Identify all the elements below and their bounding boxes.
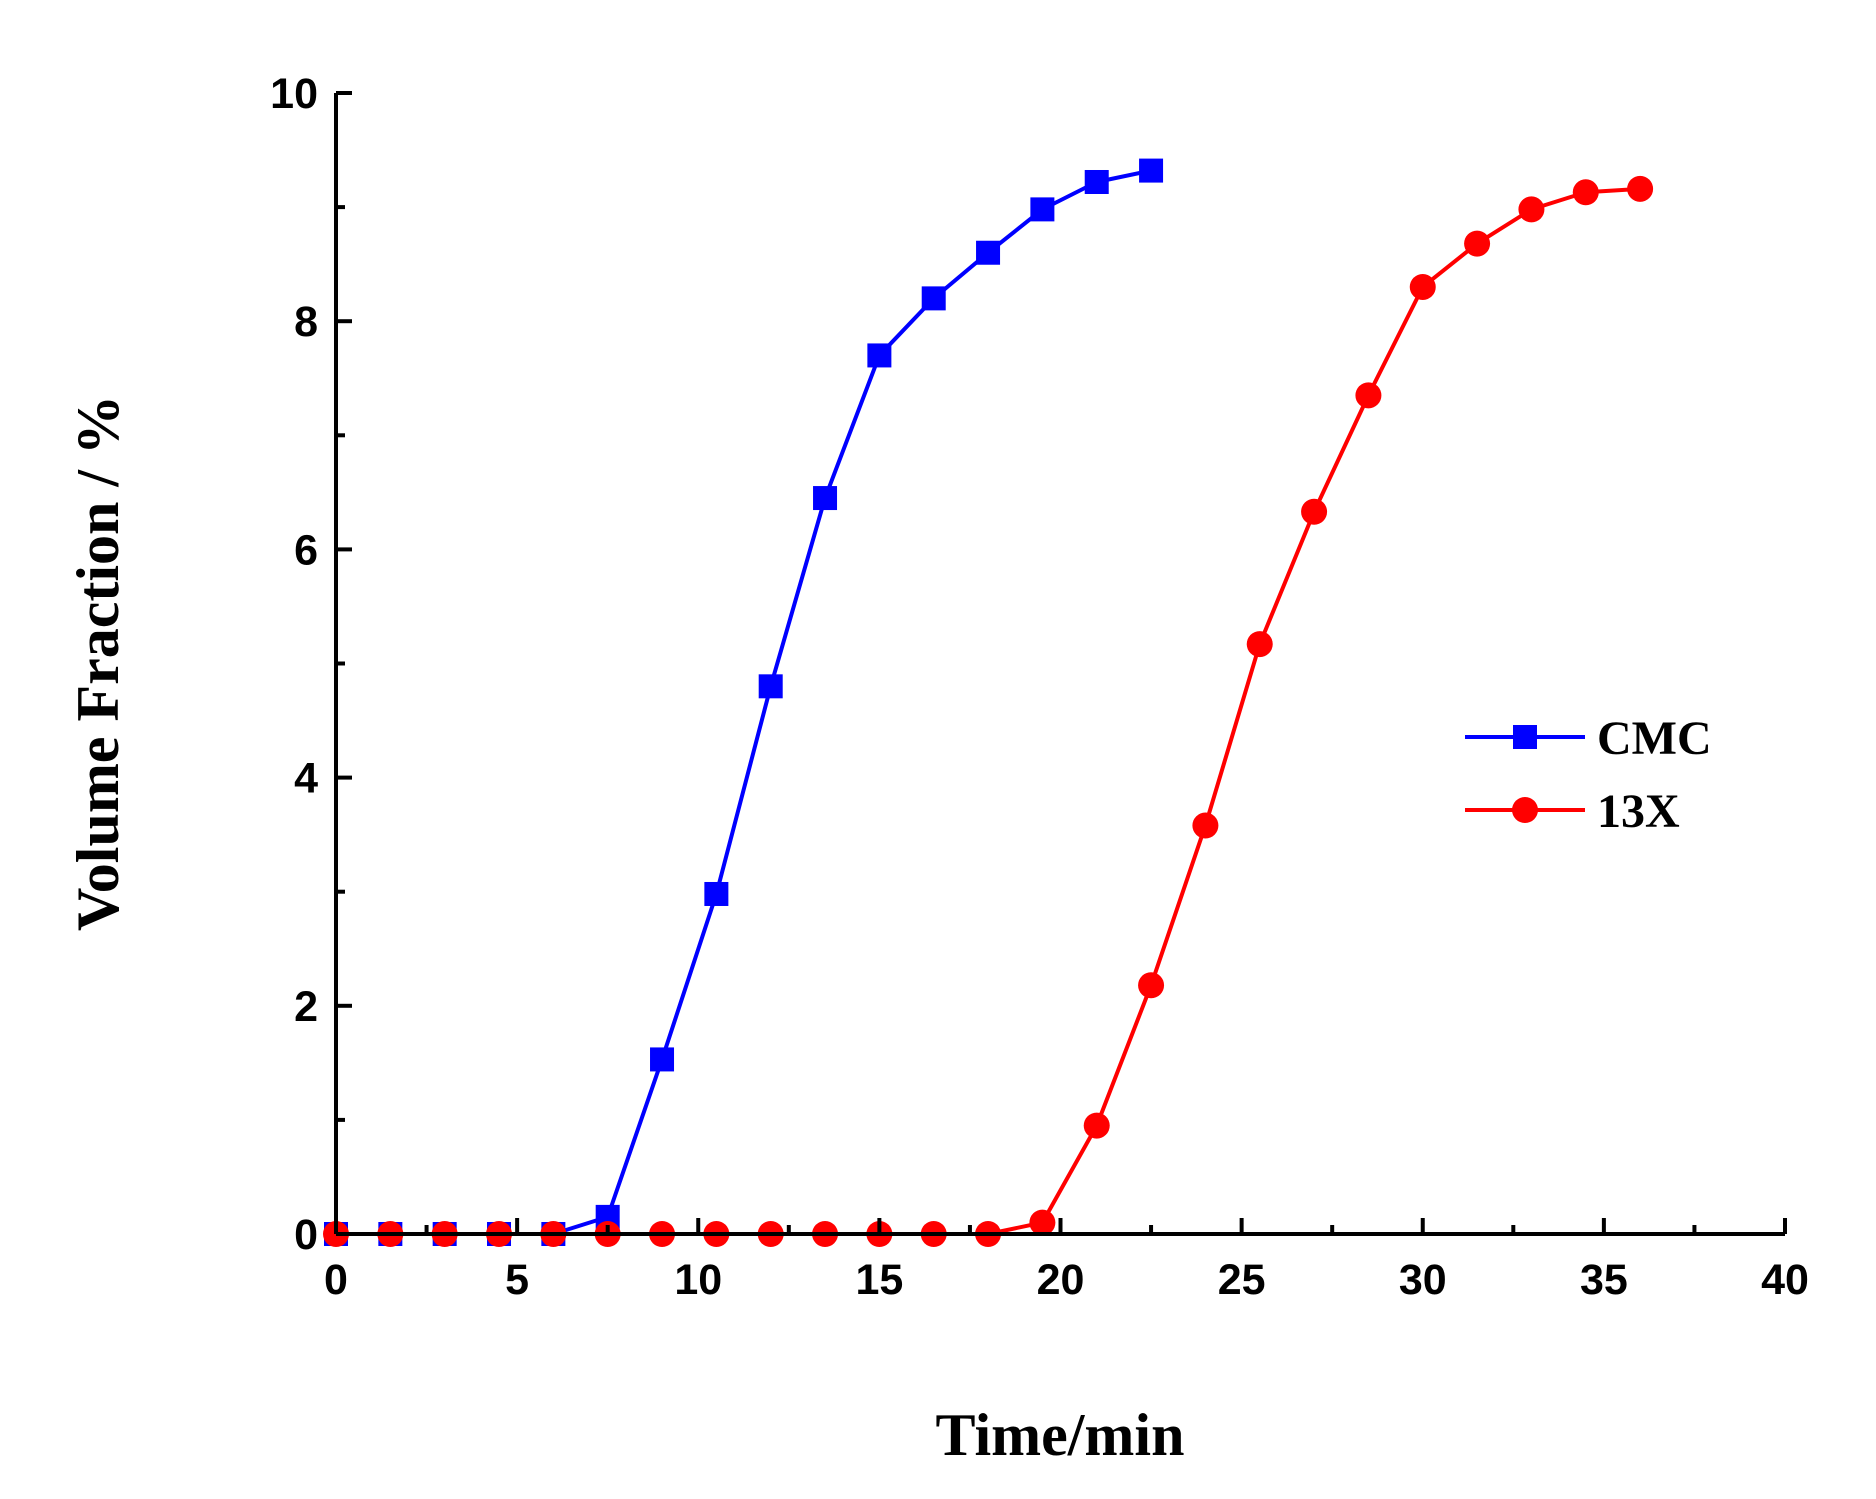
x-tick-label: 40 — [1761, 1256, 1809, 1304]
y-tick-label: 4 — [294, 755, 318, 803]
x-axis-title: Time/min — [936, 1402, 1185, 1468]
data-point — [1627, 175, 1654, 202]
legend-item-cmc: CMC — [1465, 712, 1712, 765]
data-point — [1192, 812, 1219, 839]
data-point — [758, 674, 783, 699]
series-line — [336, 168, 1152, 1236]
y-tick-label: 8 — [294, 298, 318, 346]
data-point — [704, 881, 729, 906]
data-point — [1246, 631, 1273, 658]
data-point — [650, 1047, 675, 1072]
legend-marker — [1513, 725, 1537, 749]
y-tick-label: 6 — [294, 526, 318, 574]
y-tick-label: 0 — [294, 1211, 318, 1259]
data-point — [813, 486, 838, 511]
axes — [334, 93, 1785, 1236]
data-point — [1084, 169, 1109, 194]
y-axis-title: Volume Fraction / % — [65, 395, 131, 931]
series-13x — [323, 175, 1654, 1247]
data-point — [921, 286, 946, 311]
series-layer — [323, 158, 1654, 1247]
legend-marker — [1512, 797, 1538, 823]
data-point — [1138, 972, 1165, 999]
x-tick-label: 30 — [1399, 1256, 1447, 1304]
data-point — [1518, 196, 1545, 223]
data-point — [1464, 230, 1491, 257]
legend-item-13x: 13X — [1465, 785, 1680, 838]
data-point — [1139, 158, 1164, 183]
data-point — [976, 240, 1001, 265]
legend-label: 13X — [1597, 785, 1680, 838]
legend: CMC 13X — [1465, 712, 1712, 838]
x-tick-label: 10 — [674, 1256, 722, 1304]
x-tick-label: 0 — [324, 1256, 348, 1304]
data-point — [1030, 197, 1055, 222]
data-point — [1301, 498, 1328, 525]
series-line — [336, 186, 1641, 1236]
x-tick-label: 20 — [1037, 1256, 1085, 1304]
ticks: 0 5 10 15 20 25 30 35 40 0 2 4 6 8 10 — [270, 70, 1809, 1304]
legend-label: CMC — [1597, 712, 1712, 765]
data-point — [1572, 179, 1599, 206]
data-point — [1083, 1112, 1110, 1139]
x-tick-label: 35 — [1580, 1256, 1628, 1304]
data-point — [867, 343, 892, 368]
y-tick-label: 2 — [294, 983, 318, 1031]
data-point — [1029, 1209, 1056, 1236]
data-point — [1355, 382, 1382, 409]
x-tick-label: 15 — [855, 1256, 903, 1304]
y-tick-label: 10 — [270, 70, 318, 118]
data-point — [1409, 273, 1436, 300]
x-tick-label: 25 — [1218, 1256, 1266, 1304]
series-cmc — [324, 158, 1164, 1246]
x-tick-label: 5 — [505, 1256, 529, 1304]
